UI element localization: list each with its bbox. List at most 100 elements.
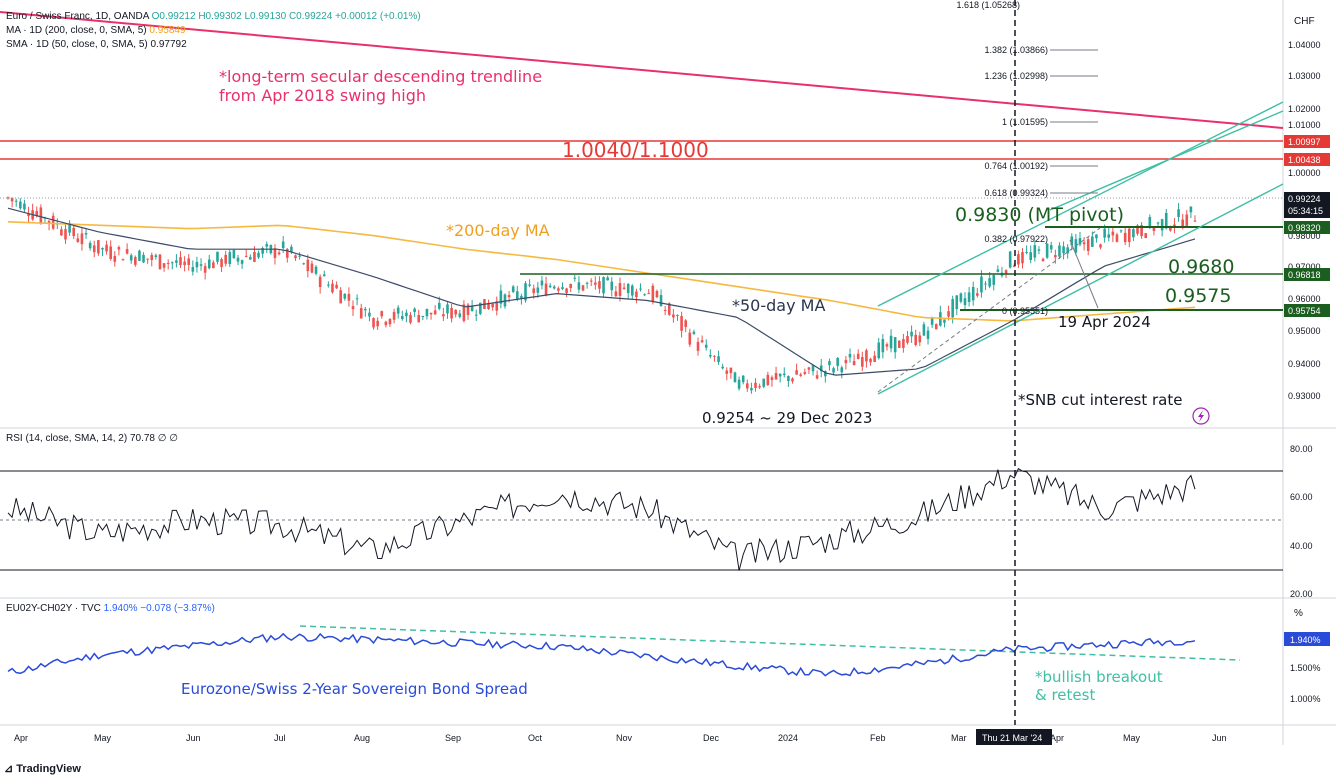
candle-body bbox=[1066, 247, 1069, 254]
candle-body bbox=[799, 374, 803, 376]
lightning-event-icon[interactable] bbox=[1192, 407, 1210, 425]
candle-body bbox=[187, 258, 191, 265]
candle-body bbox=[610, 281, 614, 291]
candle-body bbox=[1004, 270, 1008, 275]
candle-body bbox=[88, 242, 92, 249]
candle-body bbox=[963, 298, 967, 306]
candle-body bbox=[368, 312, 371, 317]
candle-body bbox=[166, 262, 170, 264]
candle-body bbox=[704, 344, 708, 348]
channel-upper-line bbox=[877, 101, 1284, 307]
candle-body bbox=[1144, 233, 1148, 239]
candle-body bbox=[158, 254, 162, 270]
candle-body bbox=[1091, 236, 1094, 247]
candle-body bbox=[179, 257, 182, 266]
candle-body bbox=[1181, 219, 1184, 228]
candle-body bbox=[667, 303, 671, 315]
candle-body bbox=[220, 259, 223, 267]
candle-body bbox=[996, 269, 1000, 272]
candle-body bbox=[655, 291, 659, 298]
candle-body bbox=[1062, 246, 1065, 254]
candle-body bbox=[6, 197, 10, 199]
candle-body bbox=[524, 283, 527, 301]
candle-body bbox=[717, 356, 720, 362]
candle-body bbox=[840, 367, 844, 373]
candle-body bbox=[696, 341, 700, 351]
candle-body bbox=[224, 254, 227, 264]
candle-body bbox=[101, 247, 104, 250]
candle-body bbox=[273, 248, 277, 258]
pair-title: Euro / Swiss Franc, 1D, OANDA bbox=[6, 11, 149, 22]
price-tick: 1.00000 bbox=[1288, 168, 1321, 178]
candle-body bbox=[511, 286, 515, 292]
fib-label-0618: 0.618 (0.99324) bbox=[984, 188, 1048, 198]
rsi-legend: RSI (14, close, SMA, 14, 2) bbox=[6, 433, 128, 444]
candle-body bbox=[676, 315, 679, 317]
month-tick: Jun bbox=[1212, 733, 1227, 743]
candle-body bbox=[688, 332, 692, 345]
candle-body bbox=[770, 377, 774, 381]
candle-body bbox=[318, 276, 322, 287]
candle-body bbox=[910, 331, 913, 337]
candle-body bbox=[811, 365, 815, 372]
month-tick: Aug bbox=[354, 733, 370, 743]
candle-body bbox=[396, 307, 400, 314]
price-tick: 0.97000 bbox=[1288, 262, 1321, 272]
candle-body bbox=[971, 286, 975, 301]
candle-body bbox=[405, 312, 408, 317]
candle-body bbox=[257, 252, 260, 258]
candle-body bbox=[458, 313, 462, 317]
candle-body bbox=[754, 382, 757, 388]
month-tick: Sep bbox=[445, 733, 461, 743]
candle-body bbox=[138, 250, 141, 261]
candle-body bbox=[602, 277, 605, 294]
candle-body bbox=[569, 283, 572, 288]
candle-body bbox=[844, 359, 848, 364]
candle-body bbox=[429, 312, 433, 315]
candle-body bbox=[856, 353, 860, 359]
candle-body bbox=[109, 246, 112, 259]
candle-body bbox=[980, 276, 983, 293]
candle-body bbox=[1017, 254, 1020, 265]
sma50-line bbox=[7, 207, 1196, 376]
rsi-header: RSI (14, close, SMA, 14, 2) 70.78 ∅ ∅ bbox=[6, 433, 178, 444]
candle-body bbox=[819, 365, 823, 372]
price-tick: 1.01000 bbox=[1288, 120, 1321, 130]
candle-body bbox=[1037, 249, 1041, 251]
support-label-0968: 0.9680 bbox=[1168, 256, 1234, 278]
candle-body bbox=[791, 378, 794, 382]
candle-body bbox=[766, 374, 770, 386]
candle-body bbox=[1132, 229, 1135, 238]
badge-s3: 0.95754 bbox=[1288, 306, 1321, 316]
descending-trendline bbox=[0, 11, 1284, 129]
candle-body bbox=[47, 220, 51, 225]
candle-body bbox=[23, 203, 26, 210]
month-tick: Jul bbox=[274, 733, 286, 743]
candle-body bbox=[507, 295, 511, 298]
badge-bg-spread bbox=[1284, 632, 1330, 646]
candle-body bbox=[277, 252, 281, 255]
candle-body bbox=[746, 383, 749, 389]
candle-body bbox=[1033, 245, 1037, 258]
resistance-zone-label: 1.0040/1.1000 bbox=[562, 138, 709, 162]
candle-body bbox=[581, 285, 585, 291]
month-tick: 2024 bbox=[778, 733, 798, 743]
candle-body bbox=[914, 334, 918, 345]
month-tick: Nov bbox=[616, 733, 633, 743]
candle-body bbox=[195, 261, 199, 268]
candle-body bbox=[60, 229, 63, 236]
candle-body bbox=[388, 318, 392, 325]
candle-body bbox=[1049, 245, 1053, 250]
candle-body bbox=[1173, 224, 1176, 227]
candle-body bbox=[1127, 228, 1131, 242]
spread-line bbox=[7, 632, 1196, 677]
spread-note: Eurozone/Swiss 2-Year Sovereign Bond Spr… bbox=[181, 680, 528, 698]
spread-header: EU02Y-CH02Y · TVC 1.940% −0.078 (−3.87%) bbox=[6, 603, 215, 614]
low-note: 0.9254 ~ 29 Dec 2023 bbox=[702, 409, 872, 427]
candle-body bbox=[298, 255, 301, 257]
candle-body bbox=[589, 280, 593, 282]
candle-body bbox=[413, 308, 416, 313]
candle-body bbox=[663, 309, 667, 311]
candle-body bbox=[873, 355, 876, 362]
candle-body bbox=[372, 318, 375, 328]
